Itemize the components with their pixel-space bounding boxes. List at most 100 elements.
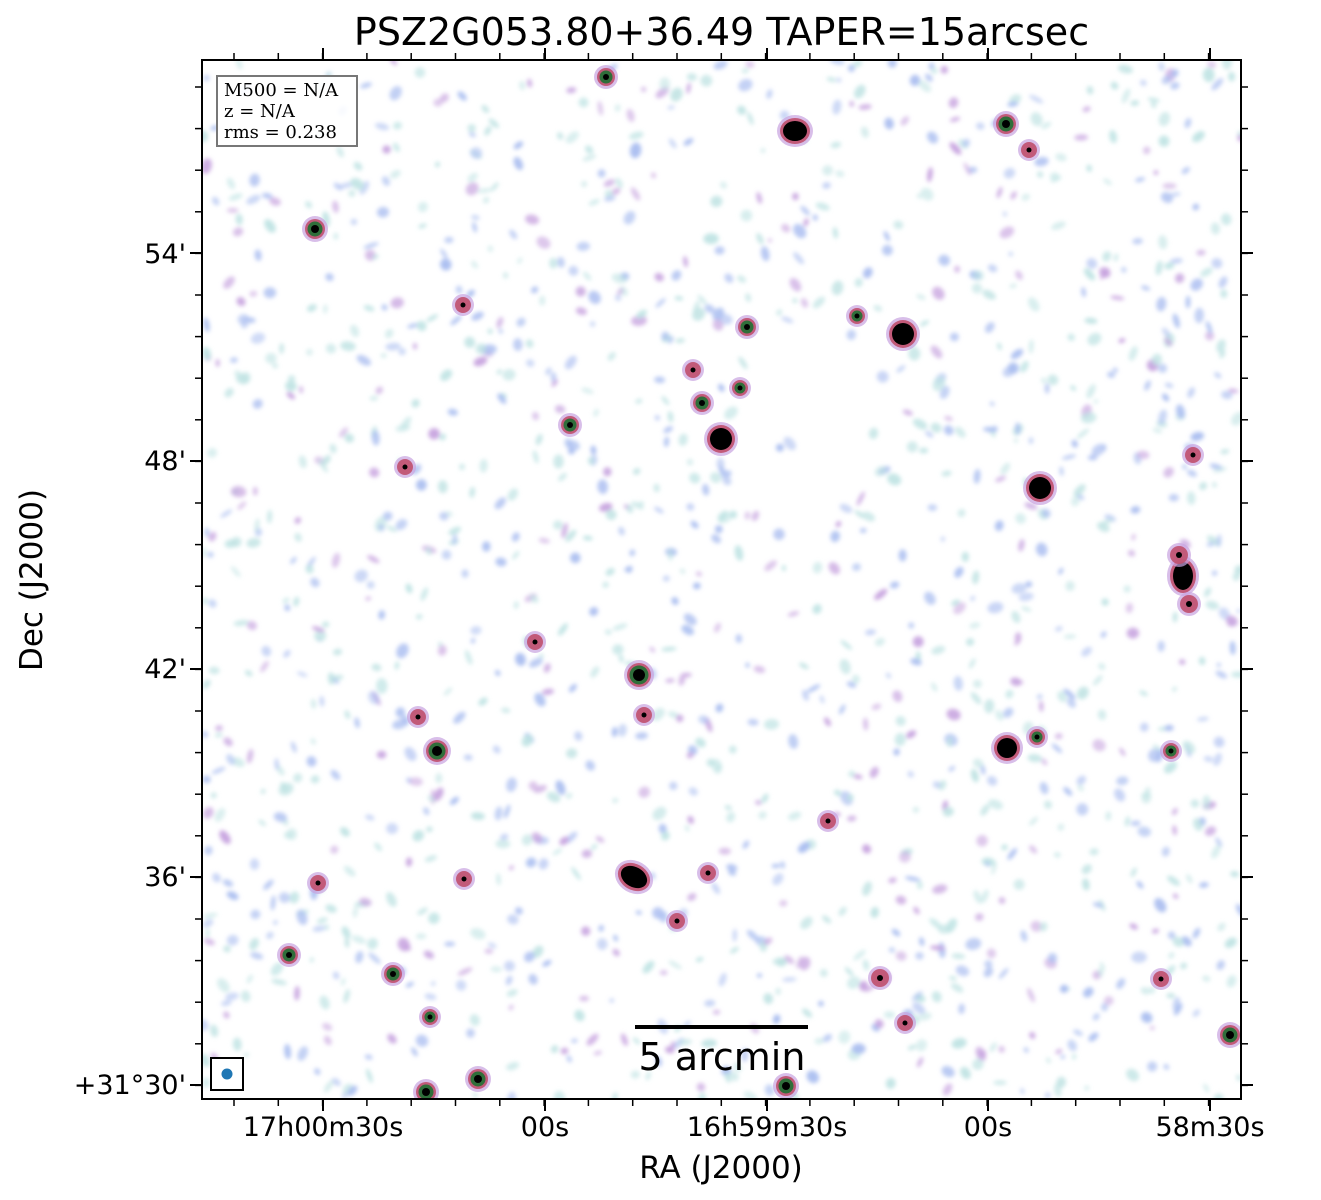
noise-blob bbox=[246, 974, 254, 984]
noise-blob bbox=[455, 979, 467, 991]
noise-blob bbox=[284, 604, 291, 612]
noise-blob bbox=[1172, 893, 1179, 899]
noise-blob bbox=[1167, 875, 1180, 886]
noise-blob bbox=[738, 78, 753, 92]
radio-source bbox=[524, 631, 546, 653]
noise-blob bbox=[870, 906, 879, 918]
noise-blob bbox=[581, 849, 592, 858]
noise-blob bbox=[1067, 1039, 1077, 1052]
noise-blob bbox=[202, 679, 211, 689]
noise-blob bbox=[773, 1014, 781, 1023]
noise-blob bbox=[1027, 753, 1042, 763]
noise-blob bbox=[912, 636, 924, 648]
noise-blob bbox=[468, 131, 476, 138]
noise-blob bbox=[593, 1050, 602, 1056]
noise-blob bbox=[254, 249, 262, 261]
radio-source bbox=[894, 1012, 916, 1034]
noise-blob bbox=[440, 369, 453, 381]
noise-blob bbox=[521, 734, 533, 747]
noise-blob bbox=[888, 877, 897, 884]
noise-blob bbox=[1213, 736, 1225, 748]
noise-blob bbox=[376, 206, 390, 218]
noise-blob bbox=[1087, 454, 1098, 461]
noise-blob bbox=[1164, 337, 1173, 346]
noise-blob bbox=[712, 319, 724, 331]
noise-blob bbox=[310, 775, 320, 784]
noise-blob bbox=[830, 141, 842, 149]
noise-blob bbox=[1008, 251, 1013, 257]
noise-blob bbox=[1081, 646, 1092, 657]
noise-blob bbox=[571, 1038, 578, 1043]
noise-blob bbox=[893, 220, 904, 230]
noise-blob bbox=[1162, 393, 1170, 402]
noise-blob bbox=[223, 737, 233, 747]
noise-blob bbox=[323, 1080, 334, 1093]
noise-blob bbox=[1151, 928, 1160, 934]
noise-blob bbox=[314, 1068, 321, 1075]
noise-blob bbox=[439, 93, 449, 103]
noise-blob bbox=[1002, 211, 1008, 217]
noise-blob bbox=[267, 509, 273, 524]
noise-blob bbox=[873, 305, 883, 312]
noise-blob bbox=[323, 304, 328, 314]
noise-blob bbox=[1041, 758, 1048, 766]
noise-blob bbox=[618, 526, 625, 536]
noise-blob bbox=[1093, 675, 1103, 686]
noise-blob bbox=[738, 356, 748, 370]
noise-blob bbox=[1168, 493, 1179, 502]
noise-blob bbox=[663, 426, 674, 434]
noise-blob bbox=[864, 629, 877, 636]
noise-blob bbox=[910, 658, 922, 666]
noise-blob bbox=[609, 998, 615, 1003]
noise-blob bbox=[529, 594, 539, 604]
noise-blob bbox=[650, 172, 657, 179]
noise-blob bbox=[581, 926, 591, 936]
noise-blob bbox=[366, 1068, 373, 1083]
noise-blob bbox=[386, 525, 398, 532]
noise-blob bbox=[579, 995, 590, 1002]
noise-blob bbox=[787, 811, 802, 821]
noise-blob bbox=[384, 328, 394, 339]
noise-blob bbox=[566, 87, 577, 94]
noise-blob bbox=[393, 121, 402, 130]
noise-blob bbox=[495, 557, 507, 567]
noise-blob bbox=[1130, 506, 1141, 514]
noise-blob bbox=[1187, 469, 1197, 477]
noise-blob bbox=[727, 1071, 739, 1082]
radio-source bbox=[1150, 968, 1172, 990]
noise-blob bbox=[874, 1019, 884, 1029]
noise-blob bbox=[966, 638, 975, 646]
noise-blob bbox=[631, 501, 644, 510]
noise-blob bbox=[530, 286, 539, 294]
noise-blob bbox=[375, 122, 390, 131]
noise-blob bbox=[226, 177, 236, 190]
noise-blob bbox=[390, 297, 404, 309]
noise-blob bbox=[948, 765, 956, 772]
noise-blob bbox=[532, 411, 539, 421]
noise-blob bbox=[1084, 317, 1098, 324]
noise-blob bbox=[1014, 640, 1020, 646]
noise-blob bbox=[720, 470, 732, 478]
noise-blob bbox=[862, 881, 872, 896]
noise-blob bbox=[948, 97, 959, 109]
noise-blob bbox=[411, 399, 420, 408]
noise-blob bbox=[689, 472, 701, 484]
noise-blob bbox=[525, 359, 535, 368]
noise-blob bbox=[915, 651, 921, 661]
noise-blob bbox=[1228, 71, 1236, 82]
noise-blob bbox=[1047, 952, 1058, 964]
noise-blob bbox=[829, 60, 845, 65]
noise-blob bbox=[958, 1003, 965, 1015]
noise-blob bbox=[846, 329, 857, 341]
noise-blob bbox=[470, 147, 483, 159]
noise-blob bbox=[915, 952, 924, 960]
noise-blob bbox=[371, 430, 380, 446]
noise-blob bbox=[912, 806, 919, 813]
noise-blob bbox=[661, 331, 670, 341]
radio-source bbox=[624, 660, 654, 690]
noise-blob bbox=[341, 926, 351, 939]
noise-blob bbox=[575, 307, 587, 316]
noise-blob bbox=[1076, 803, 1089, 816]
noise-blob bbox=[365, 814, 375, 821]
noise-blob bbox=[838, 704, 846, 715]
